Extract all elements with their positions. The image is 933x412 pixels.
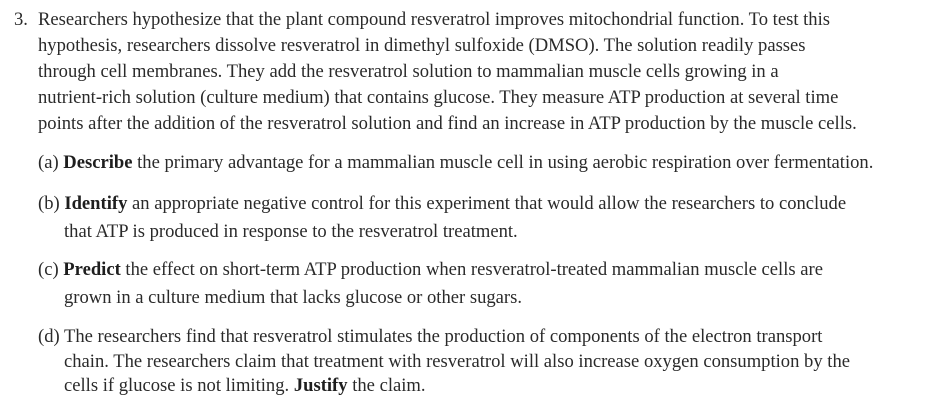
task-verb: Describe bbox=[63, 152, 133, 173]
stem-line: nutrient-rich solution (culture medium) … bbox=[38, 87, 839, 108]
question-number: 3. bbox=[14, 9, 28, 30]
part-line: that ATP is produced in response to the … bbox=[64, 221, 518, 242]
task-verb: Predict bbox=[63, 259, 121, 280]
part-label: (a) bbox=[38, 152, 59, 173]
task-verb: Justify bbox=[293, 375, 348, 396]
part-text: the primary advantage for a mammalian mu… bbox=[132, 152, 874, 173]
part-line: (a) Describe the primary advantage for a… bbox=[38, 150, 873, 176]
part-label: (d) bbox=[38, 326, 60, 347]
stem-line: through cell membranes. They add the res… bbox=[38, 61, 779, 82]
task-verb: Identify bbox=[64, 193, 128, 214]
part-line: chain. The researchers claim that treatm… bbox=[64, 351, 851, 372]
part-line: (d) The researchers find that resveratro… bbox=[38, 324, 822, 350]
part-line: cells if glucose is not limiting. Justif… bbox=[64, 373, 426, 399]
part-text: The researchers find that resveratrol st… bbox=[64, 326, 823, 347]
part-text: the claim. bbox=[347, 375, 426, 396]
part-label: (c) bbox=[38, 259, 59, 280]
part-text: the effect on short-term ATP production … bbox=[120, 259, 823, 280]
stem-line: points after the addition of the resvera… bbox=[38, 113, 857, 134]
part-line: (c) Predict the effect on short-term ATP… bbox=[38, 257, 823, 283]
stem-line: hypothesis, researchers dissolve resvera… bbox=[38, 35, 806, 56]
stem-line: Researchers hypothesize that the plant c… bbox=[38, 9, 831, 30]
part-line: (b) Identify an appropriate negative con… bbox=[38, 191, 846, 217]
part-label: (b) bbox=[38, 193, 60, 214]
part-text: an appropriate negative control for this… bbox=[127, 193, 847, 214]
part-text: cells if glucose is not limiting. bbox=[64, 375, 294, 396]
part-line: grown in a culture medium that lacks glu… bbox=[64, 287, 523, 308]
